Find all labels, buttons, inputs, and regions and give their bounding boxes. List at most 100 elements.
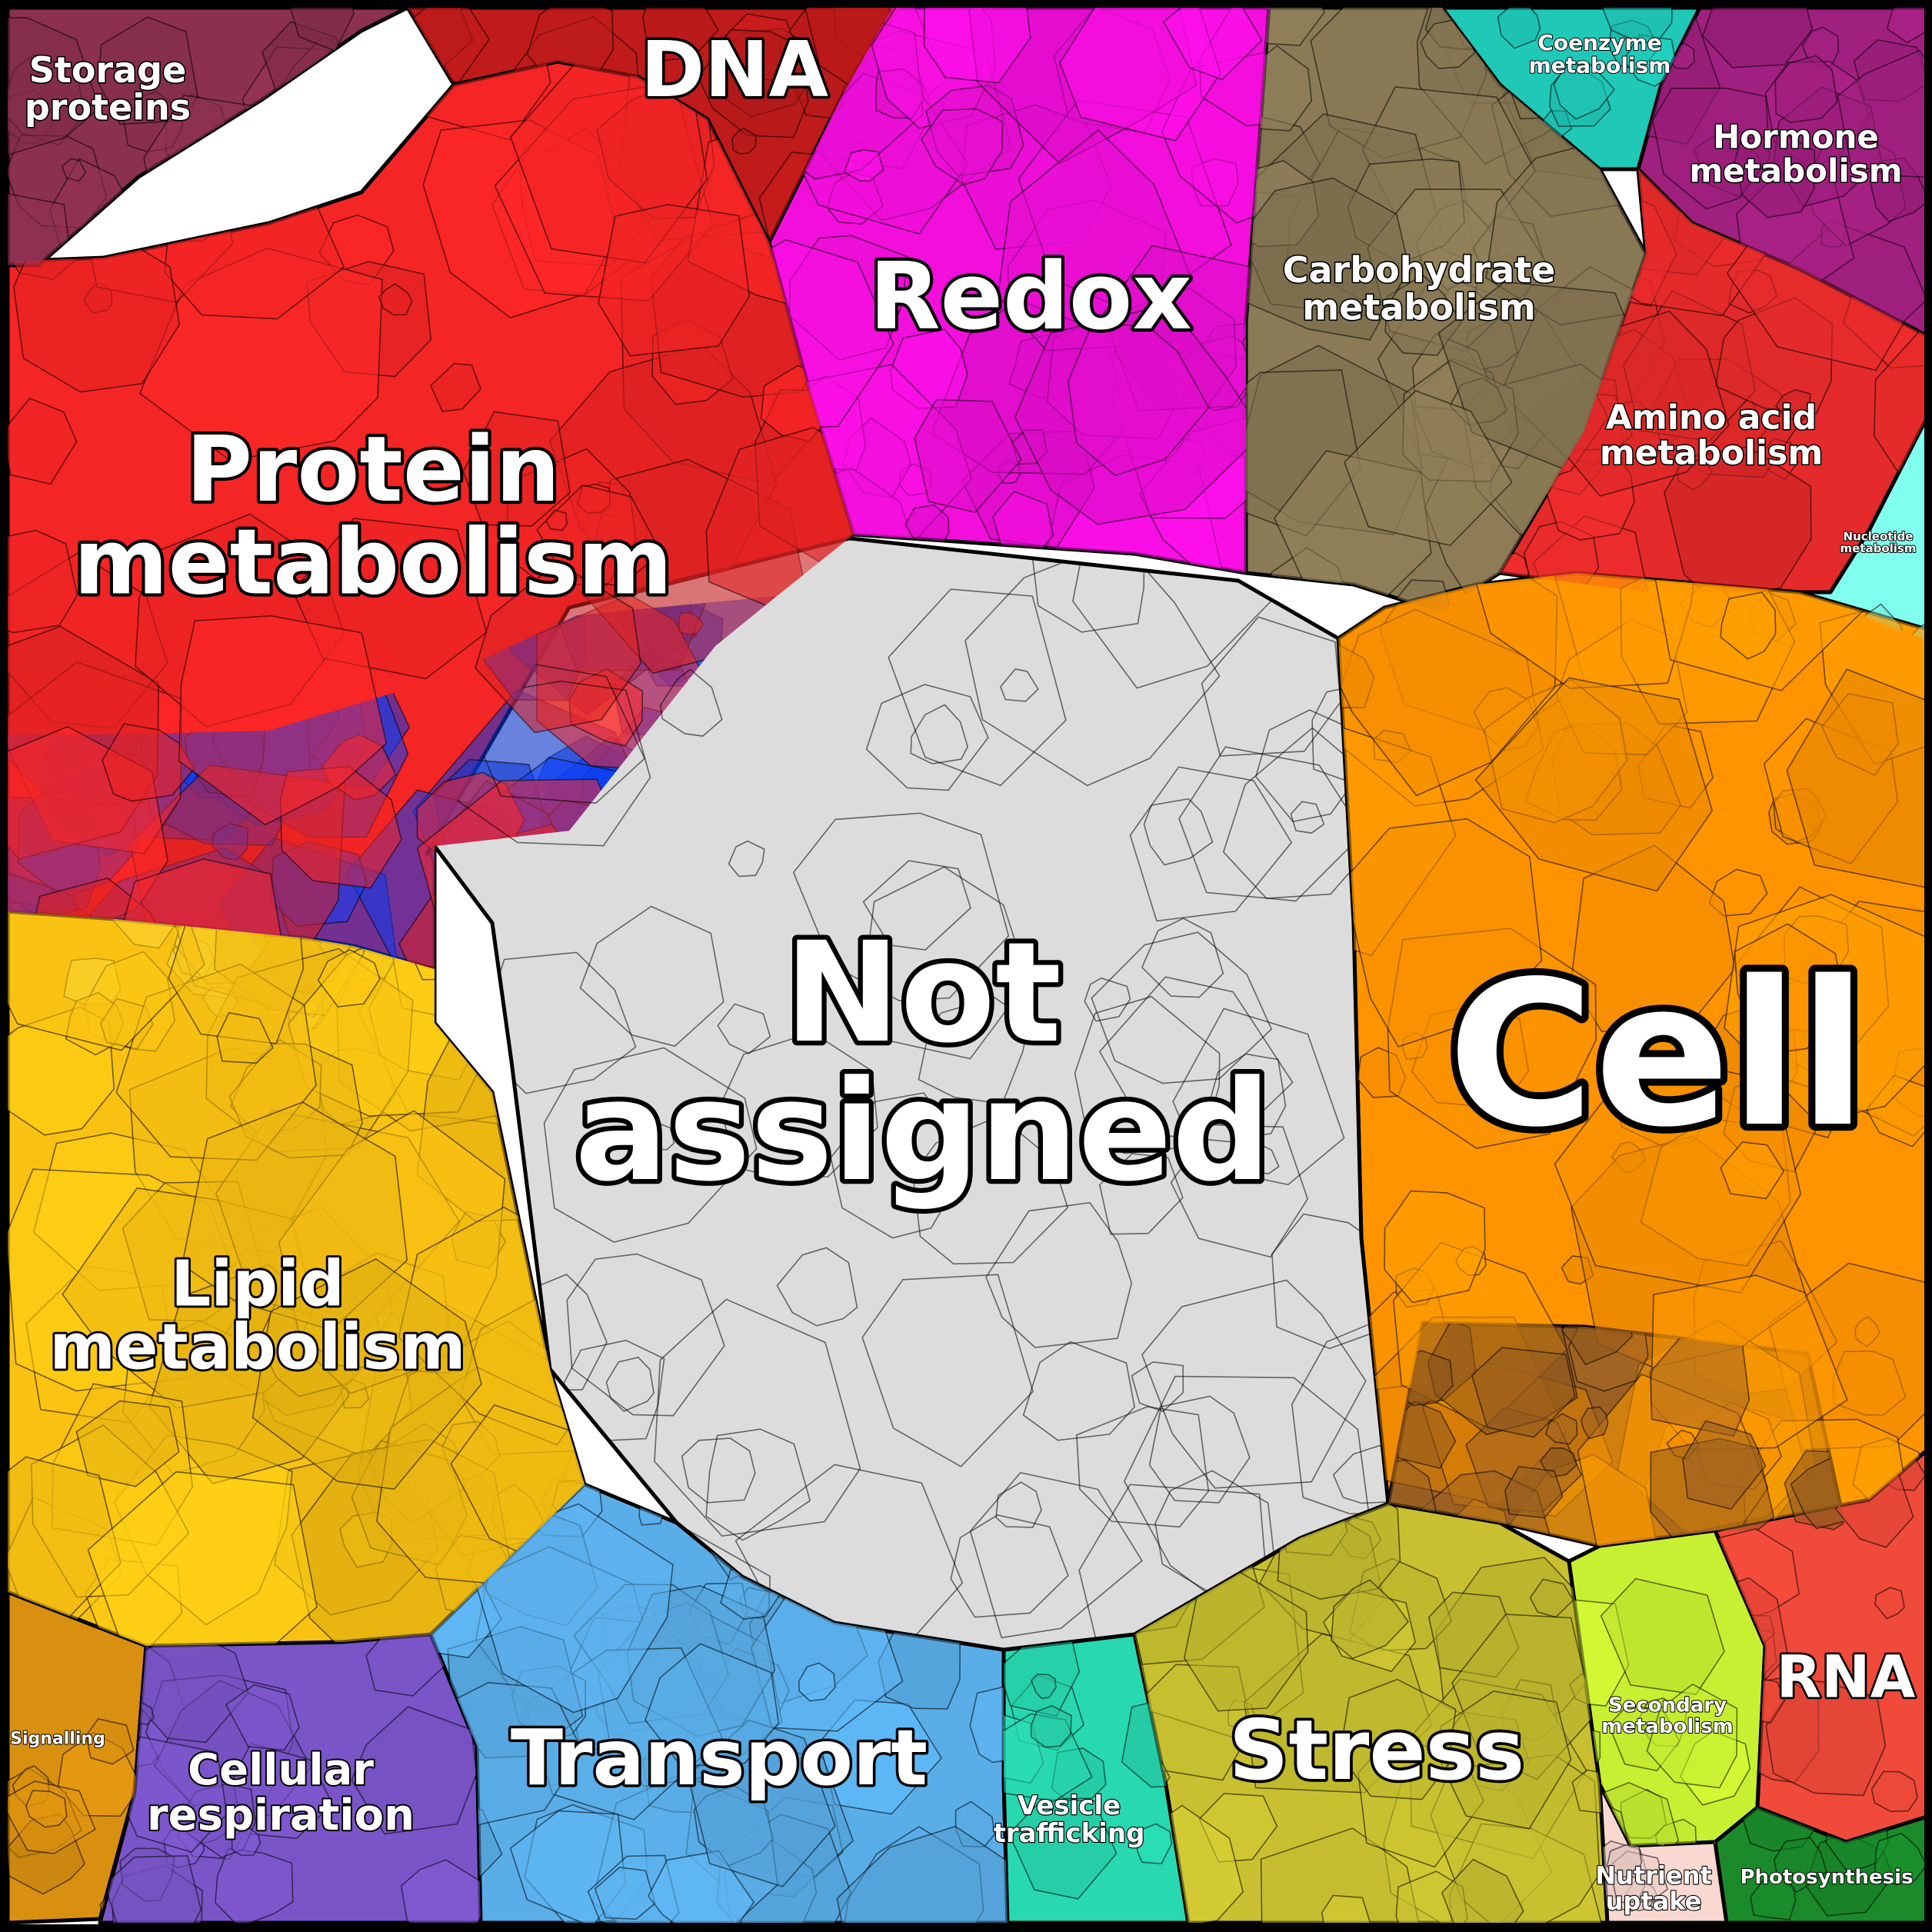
label-line: Redox [869,244,1192,351]
subcell [1178,746,1364,902]
subcell [861,866,1029,1060]
label-line: Amino acid [1606,398,1817,437]
subcell [1874,1832,1927,1886]
subcell [1129,766,1293,922]
subcell [1078,1484,1271,1650]
subcell [8,397,78,485]
subcells-vesicle-trafficking [1004,1634,1188,1900]
subcell [1539,1447,1578,1478]
subcell [430,362,481,412]
subcell [1570,844,1736,1032]
label-signalling: Signalling [10,1730,105,1749]
subcell [731,127,758,155]
subcell [719,1031,878,1178]
subcell [1497,8,1541,49]
subcell [605,1357,655,1412]
label-line: metabolism [1601,1715,1734,1738]
subcell [1720,1141,1785,1200]
subcell [1529,1578,1574,1618]
subcell [317,948,381,1008]
subcell [910,704,969,764]
subcell [1734,923,1845,1055]
subcell [999,668,1039,702]
label-cell: Cell [1447,939,1867,1171]
subcell [1148,1395,1251,1504]
subcell [1720,591,1777,660]
subcell [1606,1844,1643,1878]
label-line: Protein [186,416,561,522]
subcells-cellular-respiration [100,1634,481,1923]
label-vesicle-trafficking: Vesicle trafficking [994,1790,1145,1849]
subcell [225,1684,300,1751]
subcell [969,1685,1008,1764]
subcell [75,1400,180,1487]
label-photosynthesis: Photosynthesis [1740,1866,1913,1889]
subcell [1734,134,1816,218]
subcell [1553,62,1615,120]
label-storage-proteins: Storage proteins [25,49,191,128]
subcell [1384,1190,1486,1304]
label-line: Signalling [10,1730,105,1749]
subcells-photosynthesis [1739,1807,1927,1920]
label-line: metabolism [1840,541,1917,555]
subcell [215,1847,294,1923]
label-line: assigned [575,1051,1271,1212]
label-line: uptake [1606,1887,1702,1916]
subcell [1773,1837,1827,1894]
subcell [594,1867,656,1920]
label-nucleotide-metabolism: Nucleotide metabolism [1840,529,1917,555]
subcell [1682,1420,1767,1511]
subcell [1339,1678,1457,1800]
label-line: Stress [1229,1703,1525,1799]
subcell [1091,931,1273,1084]
label-line: Nutrient [1595,1860,1711,1890]
subcell [728,840,765,878]
label-transport: Transport [511,1713,928,1803]
subcell [1143,798,1214,866]
subcell [1544,1413,1578,1445]
subcell [1471,1347,1576,1438]
label-line: metabolism [74,509,673,615]
subcell [1290,801,1325,834]
subcell [1765,1678,1887,1797]
label-line: respiration [147,1790,415,1840]
label-line: Carbohydrate [1283,249,1556,291]
subcell [1246,177,1411,341]
label-stress: Stress [1229,1703,1525,1799]
subcell [579,905,724,1048]
subcell [1870,1770,1918,1813]
subcell [862,860,971,951]
label-protein-metabolism: Protein metabolism [74,416,673,615]
subcell [460,968,493,996]
label-amino-acid-metabolism: Amino acid metabolism [1600,398,1823,472]
subcell [12,222,181,393]
subcell [642,8,719,62]
subcell [645,1643,780,1767]
subcell [734,1464,964,1650]
subcell [1074,995,1221,1154]
subcells-lipid-metabolism [8,911,585,1646]
subcell [1067,323,1210,477]
subcell [717,1003,771,1054]
subcell [545,509,568,531]
subcell [888,588,1067,787]
label-line: metabolism [1600,434,1823,473]
subcell [1008,1798,1118,1900]
label-redox: Redox [869,244,1192,351]
subcell [921,108,1004,185]
label-line: RNA [1777,1643,1916,1711]
subcell [475,561,641,734]
subcell [1623,34,1679,87]
label-line: proteins [25,86,191,128]
subcell [995,1481,1042,1528]
subcell [1750,1874,1797,1920]
subcell [61,158,87,182]
subcell [1098,976,1294,1143]
label-line: Secondary [1608,1694,1727,1717]
subcell [8,17,101,157]
subcell [964,539,1221,787]
subcell [950,1514,1069,1618]
label-hormone-metabolism: Hormone metabolism [1689,118,1902,190]
